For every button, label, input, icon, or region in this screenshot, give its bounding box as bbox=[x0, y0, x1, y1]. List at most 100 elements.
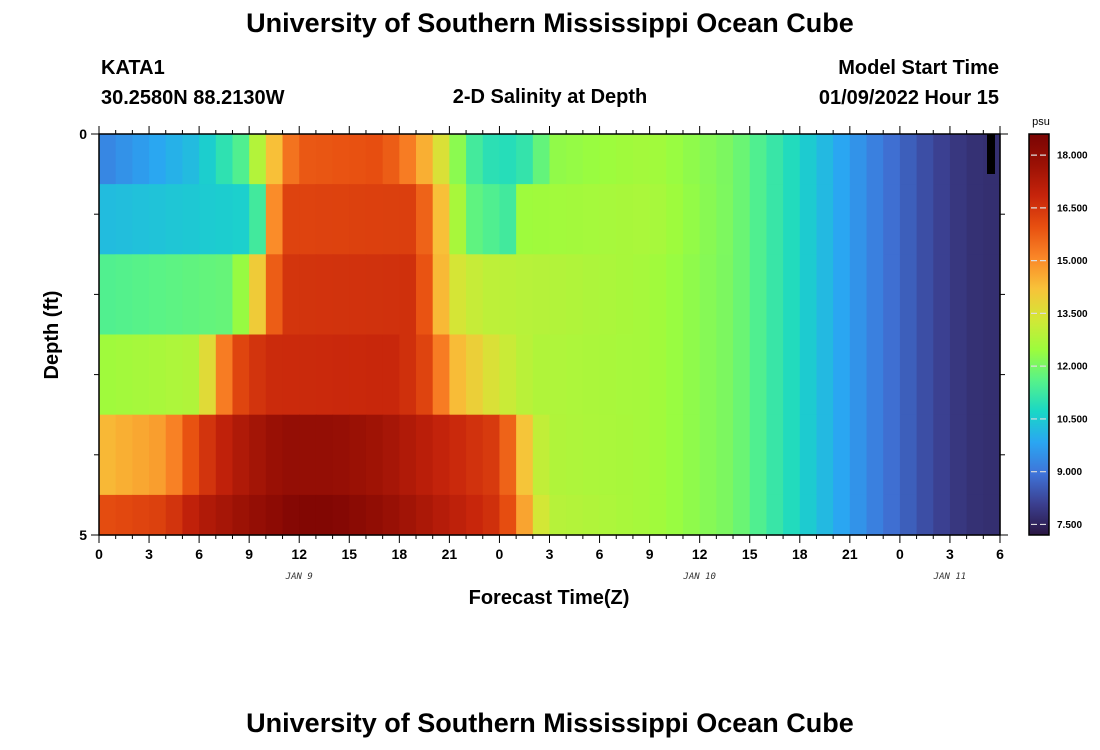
heatmap-cell bbox=[766, 134, 784, 185]
heatmap-cell bbox=[966, 414, 984, 496]
heatmap-cell bbox=[365, 134, 384, 185]
heatmap-cell bbox=[399, 334, 417, 416]
heatmap-cell bbox=[432, 494, 450, 536]
heatmap-cell bbox=[349, 254, 367, 336]
heatmap-cell bbox=[165, 134, 184, 185]
heatmap-cell bbox=[115, 184, 133, 255]
heatmap-cell bbox=[132, 184, 150, 255]
y-tick-label: 0 bbox=[79, 126, 87, 142]
heatmap-cell bbox=[699, 414, 717, 496]
heatmap-cell bbox=[933, 414, 951, 496]
heatmap-cell bbox=[232, 254, 250, 336]
heatmap-cell bbox=[966, 184, 984, 255]
x-axis-title: Forecast Time(Z) bbox=[469, 587, 630, 609]
heatmap-cell bbox=[365, 494, 384, 536]
y-axis-title: Depth (ft) bbox=[41, 291, 63, 380]
station-id: KATA1 bbox=[101, 57, 165, 79]
heatmap-cell bbox=[899, 494, 918, 536]
heatmap-cell bbox=[149, 184, 167, 255]
heatmap-cell bbox=[299, 414, 317, 496]
heatmap-cell bbox=[516, 334, 534, 416]
heatmap-cell bbox=[182, 254, 200, 336]
heatmap-cell bbox=[299, 254, 317, 336]
heatmap-cell bbox=[866, 254, 884, 336]
heatmap-cell bbox=[733, 334, 751, 416]
heatmap-cell bbox=[549, 414, 567, 496]
heatmap-cell bbox=[632, 414, 651, 496]
heatmap-cell bbox=[949, 414, 968, 496]
heatmap-cell bbox=[833, 334, 851, 416]
heatmap-cell bbox=[582, 334, 601, 416]
heatmap-cell bbox=[99, 414, 117, 496]
heatmap-cell bbox=[983, 254, 1001, 336]
heatmap-cell bbox=[232, 414, 250, 496]
heatmap-cell bbox=[649, 494, 667, 536]
heatmap-cell bbox=[299, 134, 317, 185]
heatmap-cell bbox=[766, 254, 784, 336]
heatmap-cell bbox=[649, 334, 667, 416]
heatmap-cell bbox=[382, 414, 400, 496]
heatmap-cell bbox=[766, 414, 784, 496]
heatmap-cell bbox=[499, 494, 517, 536]
heatmap-cell bbox=[332, 414, 350, 496]
x-tick-label: 6 bbox=[195, 546, 203, 562]
heatmap-cell bbox=[899, 414, 918, 496]
heatmap-cell bbox=[215, 134, 234, 185]
heatmap-cell bbox=[582, 494, 601, 536]
heatmap-cell bbox=[516, 184, 534, 255]
heatmap-cells bbox=[99, 134, 1001, 536]
heatmap-cell bbox=[432, 334, 450, 416]
heatmap-cell bbox=[599, 494, 617, 536]
heatmap-cell bbox=[265, 494, 284, 536]
colorbar-bar bbox=[1028, 133, 1050, 536]
heatmap-cell bbox=[766, 334, 784, 416]
heatmap-cell bbox=[399, 414, 417, 496]
heatmap-cell bbox=[449, 494, 467, 536]
heatmap-cell bbox=[149, 134, 167, 185]
heatmap-cell bbox=[733, 184, 751, 255]
colorbar-tick-label: 18.000 bbox=[1057, 151, 1088, 162]
heatmap-cell bbox=[749, 414, 768, 496]
heatmap-cell bbox=[365, 184, 384, 255]
heatmap-cell bbox=[499, 184, 517, 255]
heatmap-cell bbox=[916, 494, 934, 536]
heatmap-cell bbox=[816, 134, 834, 185]
colorbar-tick-label: 13.500 bbox=[1057, 309, 1088, 320]
heatmap-cell bbox=[699, 334, 717, 416]
heatmap-cell bbox=[349, 184, 367, 255]
heatmap-cell bbox=[649, 184, 667, 255]
heatmap-cell bbox=[349, 414, 367, 496]
x-tick-label: 12 bbox=[692, 546, 708, 562]
heatmap-cell bbox=[883, 134, 901, 185]
heatmap-cell bbox=[899, 334, 918, 416]
heatmap-cell bbox=[816, 414, 834, 496]
heatmap-cell bbox=[315, 334, 334, 416]
heatmap-cell bbox=[182, 134, 200, 185]
heatmap-cell bbox=[783, 334, 801, 416]
heatmap-cell bbox=[949, 254, 968, 336]
heatmap-cell bbox=[249, 494, 267, 536]
heatmap-cell bbox=[282, 134, 300, 185]
heatmap-cell bbox=[582, 184, 601, 255]
heatmap-cell bbox=[983, 334, 1001, 416]
heatmap-cell bbox=[449, 184, 467, 255]
heatmap-cell bbox=[866, 494, 884, 536]
heatmap-cell bbox=[682, 134, 701, 185]
heatmap-cell bbox=[949, 494, 968, 536]
heatmap-cell bbox=[632, 134, 651, 185]
heatmap-cell bbox=[933, 334, 951, 416]
heatmap-cell bbox=[215, 334, 234, 416]
heatmap-cell bbox=[749, 494, 768, 536]
heatmap-cell bbox=[966, 334, 984, 416]
heatmap-cell bbox=[733, 254, 751, 336]
heatmap-cell bbox=[966, 494, 984, 536]
heatmap-cell bbox=[916, 334, 934, 416]
bottom-title: University of Southern Mississippi Ocean… bbox=[246, 708, 854, 738]
heatmap-cell bbox=[399, 494, 417, 536]
heatmap-cell bbox=[699, 254, 717, 336]
heatmap-cell bbox=[499, 334, 517, 416]
x-tick-label: 6 bbox=[596, 546, 604, 562]
heatmap-cell bbox=[716, 184, 734, 255]
x-tick-label: 15 bbox=[742, 546, 758, 562]
heatmap-cell bbox=[566, 414, 584, 496]
